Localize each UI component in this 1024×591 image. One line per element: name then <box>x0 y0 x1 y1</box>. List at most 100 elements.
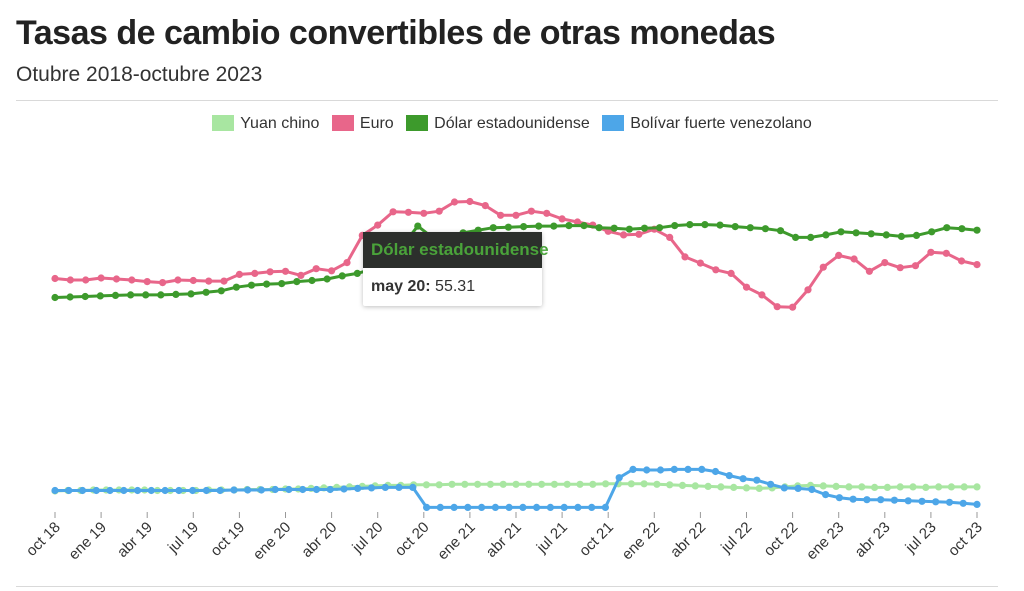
data-point[interactable] <box>625 225 634 233</box>
data-point[interactable] <box>928 228 936 236</box>
data-point[interactable] <box>326 485 334 494</box>
data-point[interactable] <box>497 211 505 219</box>
data-point[interactable] <box>877 496 885 504</box>
data-point[interactable] <box>299 485 307 494</box>
data-point[interactable] <box>615 474 623 482</box>
data-point[interactable] <box>863 496 871 504</box>
data-point[interactable] <box>882 231 890 239</box>
data-point[interactable] <box>281 267 290 275</box>
data-point[interactable] <box>486 480 494 488</box>
data-point[interactable] <box>973 226 981 234</box>
data-point[interactable] <box>533 503 541 511</box>
data-point[interactable] <box>323 275 331 283</box>
data-point[interactable] <box>505 503 513 511</box>
data-point[interactable] <box>897 232 906 240</box>
data-point[interactable] <box>871 483 879 491</box>
data-point[interactable] <box>656 224 664 232</box>
data-point[interactable] <box>565 222 573 230</box>
data-point[interactable] <box>942 249 950 257</box>
data-point[interactable] <box>546 503 555 511</box>
data-point[interactable] <box>66 293 74 301</box>
data-point[interactable] <box>730 483 738 491</box>
data-point[interactable] <box>776 227 785 235</box>
data-point[interactable] <box>312 265 320 273</box>
data-point[interactable] <box>464 503 472 511</box>
data-point[interactable] <box>932 498 940 506</box>
data-point[interactable] <box>909 483 917 491</box>
data-point[interactable] <box>512 211 520 219</box>
data-point[interactable] <box>911 262 920 270</box>
data-point[interactable] <box>666 481 674 489</box>
data-point[interactable] <box>381 483 389 491</box>
data-point[interactable] <box>808 485 816 494</box>
data-point[interactable] <box>161 486 169 495</box>
data-point[interactable] <box>112 275 121 283</box>
data-point[interactable] <box>51 486 59 495</box>
data-point[interactable] <box>904 497 912 505</box>
data-point[interactable] <box>927 248 935 256</box>
data-point[interactable] <box>727 269 735 277</box>
data-point[interactable] <box>285 485 293 494</box>
data-point[interactable] <box>610 224 618 232</box>
data-point[interactable] <box>671 222 679 230</box>
data-point[interactable] <box>175 486 183 495</box>
data-point[interactable] <box>525 480 533 488</box>
data-point[interactable] <box>918 497 926 505</box>
data-point[interactable] <box>943 224 951 232</box>
data-point[interactable] <box>822 231 830 239</box>
data-point[interactable] <box>481 202 489 210</box>
data-point[interactable] <box>127 291 135 299</box>
data-point[interactable] <box>959 499 967 507</box>
data-point[interactable] <box>374 221 382 229</box>
data-point[interactable] <box>343 259 351 267</box>
data-point[interactable] <box>640 224 649 232</box>
data-point[interactable] <box>849 495 857 503</box>
data-point[interactable] <box>742 484 751 492</box>
data-point[interactable] <box>205 277 213 285</box>
data-point[interactable] <box>147 486 155 495</box>
data-point[interactable] <box>653 480 661 488</box>
data-point[interactable] <box>602 480 610 488</box>
data-point[interactable] <box>251 269 259 277</box>
legend-item-usd[interactable]: Dólar estadounidense <box>406 115 590 133</box>
data-point[interactable] <box>106 486 114 495</box>
data-point[interactable] <box>263 280 271 288</box>
data-point[interactable] <box>174 276 182 284</box>
data-point[interactable] <box>656 466 665 474</box>
data-point[interactable] <box>535 222 543 230</box>
data-point[interactable] <box>420 209 428 217</box>
data-point[interactable] <box>244 486 252 494</box>
data-point[interactable] <box>558 215 566 223</box>
data-point[interactable] <box>474 480 482 488</box>
data-point[interactable] <box>563 480 571 488</box>
data-point[interactable] <box>560 503 568 511</box>
data-point[interactable] <box>627 480 635 488</box>
data-point[interactable] <box>202 288 210 296</box>
data-point[interactable] <box>670 465 678 473</box>
data-point[interactable] <box>504 223 512 231</box>
data-point[interactable] <box>789 303 797 311</box>
data-point[interactable] <box>216 486 224 495</box>
data-point[interactable] <box>691 482 699 490</box>
data-point[interactable] <box>684 465 692 473</box>
data-point[interactable] <box>297 271 305 279</box>
data-point[interactable] <box>436 503 444 511</box>
data-point[interactable] <box>448 480 456 488</box>
data-point[interactable] <box>958 257 966 265</box>
data-point[interactable] <box>271 485 279 494</box>
data-point[interactable] <box>742 283 751 291</box>
data-point[interactable] <box>157 291 165 299</box>
data-point[interactable] <box>731 223 739 231</box>
data-point[interactable] <box>423 503 431 511</box>
data-point[interactable] <box>832 482 840 490</box>
data-point[interactable] <box>746 224 754 232</box>
data-point[interactable] <box>574 503 582 511</box>
data-point[interactable] <box>202 486 210 495</box>
data-point[interactable] <box>543 209 551 217</box>
data-point[interactable] <box>189 486 197 495</box>
data-point[interactable] <box>896 264 904 272</box>
legend-item-euro[interactable]: Euro <box>331 115 394 133</box>
data-point[interactable] <box>681 253 689 261</box>
data-point[interactable] <box>172 290 180 298</box>
data-point[interactable] <box>247 281 256 289</box>
